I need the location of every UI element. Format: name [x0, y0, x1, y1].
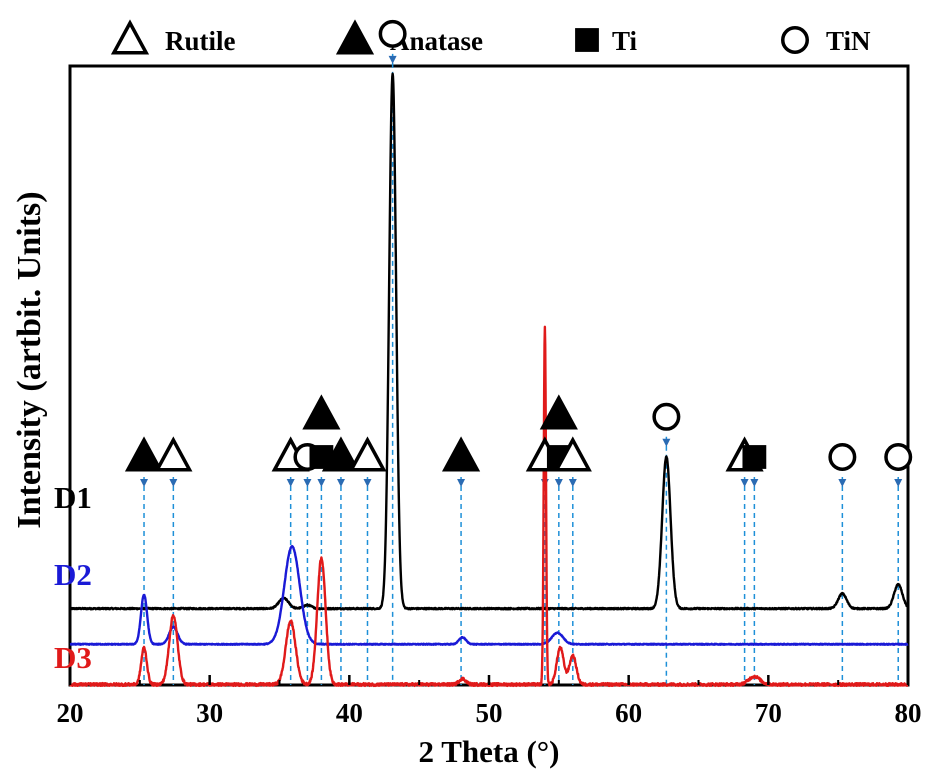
x-tick-label: 60 [615, 698, 642, 728]
y-axis-label: Intensity (artbit. Units) [11, 191, 48, 528]
peak-arrow-head [303, 479, 312, 487]
peak-arrow-head [336, 479, 345, 487]
peak-arrow-head [740, 479, 749, 487]
tin-marker [378, 19, 407, 48]
peak-marker-group [348, 436, 387, 472]
rutile-marker [348, 436, 387, 472]
ti-marker [742, 445, 767, 469]
peak-markers [124, 19, 913, 472]
peak-arrow-head [568, 479, 577, 487]
legend-label: Ti [612, 26, 638, 56]
x-tick-label: 20 [57, 698, 84, 728]
tin-marker [828, 443, 857, 471]
curve-d1 [69, 72, 909, 611]
anatase-marker [124, 436, 164, 472]
legend-item-ti: Ti [575, 26, 638, 56]
legend-item-rutile: Rutile [110, 19, 236, 56]
rutile-marker-icon [110, 19, 150, 55]
peak-arrow-head [662, 438, 671, 447]
peak-guide-lines [140, 53, 903, 685]
series-labels: D1 D2 D3 [54, 480, 92, 675]
peak-marker-group [321, 436, 361, 472]
legend-item-tin: TiN [781, 26, 871, 56]
legend: Rutile Anatase Ti TiN [110, 19, 871, 56]
tin-marker [652, 402, 681, 431]
rutile-marker [154, 436, 193, 472]
peak-arrow-head [750, 479, 759, 487]
curve-d3 [68, 325, 909, 688]
peak-marker-group [124, 436, 164, 472]
legend-label: Rutile [165, 26, 236, 56]
rutile-marker [553, 436, 592, 472]
diffraction-curves [68, 72, 909, 688]
x-tick-label: 70 [755, 698, 782, 728]
x-axis-label: 2 Theta (°) [419, 734, 560, 769]
legend-item-anatase: Anatase [335, 19, 483, 56]
peak-marker-group [553, 436, 592, 472]
tin-marker-icon [781, 26, 809, 54]
anatase-marker [441, 436, 481, 472]
anatase-marker [539, 394, 578, 430]
x-tick-label: 30 [196, 698, 223, 728]
curve-d2 [69, 544, 909, 646]
peak-arrow-head [457, 479, 466, 487]
peak-arrow-head [554, 479, 563, 487]
peak-marker-group [742, 445, 767, 469]
ti-marker-icon [575, 28, 599, 52]
peak-arrow-head [388, 55, 397, 64]
x-tick-label: 50 [476, 698, 503, 728]
peak-marker-group [828, 443, 857, 471]
tin-marker [884, 443, 913, 471]
peak-arrow-head [140, 479, 149, 487]
peak-marker-group [154, 436, 193, 472]
legend-label: TiN [826, 26, 871, 56]
x-axis-ticks: 20 30 40 50 60 70 80 [57, 675, 922, 728]
x-tick-label: 40 [336, 698, 363, 728]
peak-arrow-head [838, 479, 847, 487]
peak-arrow-head [894, 479, 903, 487]
peak-arrow-head [286, 479, 295, 487]
anatase-marker-icon [335, 19, 375, 55]
anatase-marker [321, 436, 361, 472]
peak-marker-group [652, 402, 681, 431]
anatase-marker [302, 394, 341, 430]
peak-arrow-head [317, 479, 326, 487]
peak-marker-group [378, 19, 407, 48]
plot-frame [68, 64, 910, 687]
series-label-d1: D1 [54, 480, 92, 515]
x-tick-label: 80 [895, 698, 922, 728]
series-label-d3: D3 [54, 640, 92, 675]
peak-arrow-head [363, 479, 372, 487]
peak-marker-group [441, 436, 481, 472]
series-label-d2: D2 [54, 557, 92, 592]
peak-marker-group [884, 443, 913, 471]
peak-arrow-head [169, 479, 178, 487]
